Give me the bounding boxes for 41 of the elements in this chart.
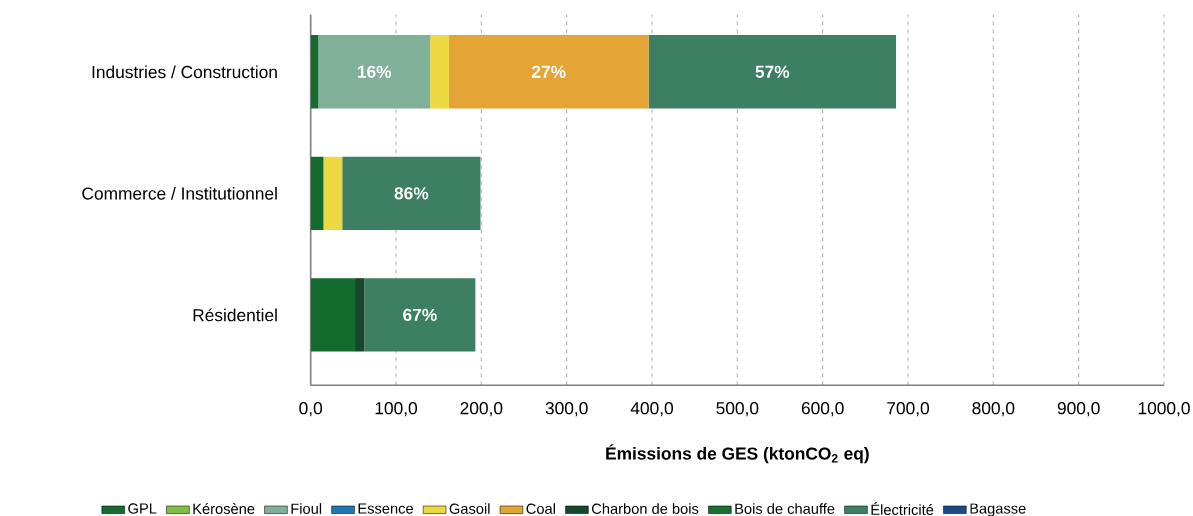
bar bbox=[430, 35, 449, 109]
legend-label: Fioul bbox=[291, 503, 322, 514]
bar bbox=[342, 156, 481, 230]
legend-label: Kérosène bbox=[193, 503, 255, 515]
x-tick-label: 200,0 bbox=[460, 402, 503, 417]
bar bbox=[310, 278, 356, 352]
x-axis-title: Émissions de GES (ktonCO$_{2}$ eq) bbox=[606, 444, 869, 464]
legend-label: Essence bbox=[358, 503, 413, 514]
legend-label: Charbon de bois bbox=[592, 503, 699, 514]
x-tick-label: 0,0 bbox=[299, 402, 323, 417]
bar bbox=[310, 35, 319, 109]
bar bbox=[318, 35, 431, 109]
bar bbox=[448, 35, 649, 109]
legend-label: Bois de chauffe bbox=[735, 503, 835, 514]
x-tick-label: 600,0 bbox=[801, 402, 844, 417]
x-tick-label: 500,0 bbox=[716, 402, 759, 417]
bar bbox=[355, 278, 365, 352]
y-tick-label: Industries / Construction bbox=[92, 65, 277, 79]
annotation: 16% bbox=[357, 65, 392, 78]
annotation: 57% bbox=[755, 65, 790, 78]
legend-label: Bagasse bbox=[970, 503, 1026, 516]
y-tick-label: Commerce / Institutionnel bbox=[82, 186, 277, 200]
legend-label: Électricité bbox=[871, 502, 934, 515]
bar bbox=[310, 156, 324, 230]
x-tick-label: 400,0 bbox=[630, 402, 674, 417]
x-tick-label: 1000,0 bbox=[1138, 402, 1190, 417]
legend-label: GPL bbox=[128, 503, 157, 514]
annotation: 27% bbox=[532, 65, 566, 78]
y-tick-label: Résidentiel bbox=[193, 308, 277, 322]
legend-label: Gasoil bbox=[449, 503, 490, 514]
x-tick-label: 300,0 bbox=[545, 402, 588, 417]
legend-label: Coal bbox=[526, 503, 555, 514]
bar bbox=[648, 35, 897, 109]
x-tick-label: 100,0 bbox=[375, 402, 418, 417]
bar bbox=[364, 278, 476, 352]
x-tick-label: 800,0 bbox=[972, 402, 1015, 417]
bar bbox=[323, 156, 343, 230]
x-tick-label: 700,0 bbox=[887, 402, 930, 417]
annotation: 67% bbox=[403, 308, 437, 321]
annotation: 86% bbox=[394, 187, 429, 200]
x-tick-label: 900,0 bbox=[1057, 402, 1100, 417]
